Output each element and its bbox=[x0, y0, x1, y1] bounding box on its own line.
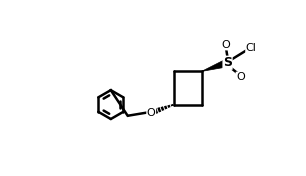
Text: S: S bbox=[223, 56, 232, 69]
Text: O: O bbox=[147, 108, 155, 118]
Text: O: O bbox=[222, 40, 230, 50]
Polygon shape bbox=[202, 59, 229, 71]
Text: Cl: Cl bbox=[246, 43, 257, 53]
Text: O: O bbox=[236, 72, 245, 82]
